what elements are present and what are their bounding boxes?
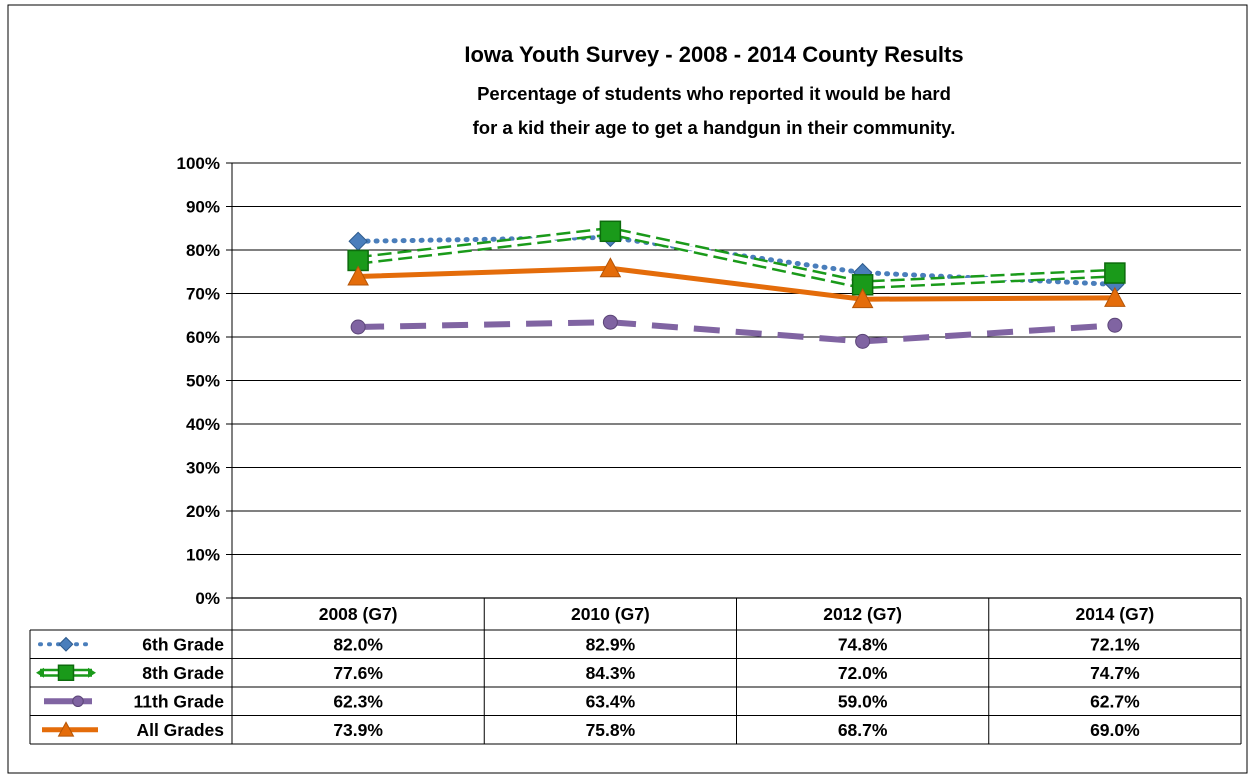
table-cell-11th-grade-2014-g7: 62.7% bbox=[1090, 691, 1140, 711]
data-table: 2008 (G7) 2010 (G7) 2012 (G7) 2014 (G7) 6th … bbox=[29, 597, 1242, 745]
y-tick-label: 70% bbox=[186, 285, 220, 304]
y-tick-label: 60% bbox=[186, 328, 220, 347]
category-header-2008-g7: 2008 (G7) bbox=[319, 604, 398, 624]
table-cell-all-grades-2012-g7: 68.7% bbox=[838, 720, 888, 740]
table-cell-11th-grade-2008-g7: 62.3% bbox=[333, 691, 383, 711]
category-header-2010-g7: 2010 (G7) bbox=[571, 604, 650, 624]
legend-label-all-grades: All Grades bbox=[136, 720, 224, 740]
table-cell-all-grades-2014-g7: 69.0% bbox=[1090, 720, 1140, 740]
marker-all-grades-2012-g7 bbox=[851, 288, 874, 309]
table-cell-8th-grade-2010-g7: 84.3% bbox=[586, 663, 636, 683]
table-cell-11th-grade-2012-g7: 59.0% bbox=[838, 691, 888, 711]
marker-11th-grade-2010-g7 bbox=[602, 314, 618, 330]
series-lines bbox=[347, 220, 1126, 349]
table-cell-6th-grade-2012-g7: 74.8% bbox=[838, 634, 888, 654]
y-tick-label: 90% bbox=[186, 198, 220, 217]
marker-11th-grade-2012-g7 bbox=[855, 333, 871, 349]
legend-label-11th-grade: 11th Grade bbox=[134, 691, 225, 711]
chart-title: Iowa Youth Survey - 2008 - 2014 County R… bbox=[464, 42, 963, 67]
legend-key-arrow-left-8th-grade bbox=[36, 667, 44, 678]
y-axis-ticks: 0% 10% 20% 30% 40% 50% 60% 70% 80% 90% 100% bbox=[177, 154, 220, 608]
table-cell-6th-grade-2008-g7: 82.0% bbox=[333, 634, 383, 654]
marker-all-grades-2010-g7 bbox=[599, 257, 622, 278]
marker-all-grades-2008-g7 bbox=[347, 265, 369, 286]
y-tick-label: 10% bbox=[186, 546, 220, 565]
y-tick-label: 100% bbox=[177, 154, 220, 173]
table-cell-all-grades-2010-g7: 75.8% bbox=[586, 720, 636, 740]
marker-8th-grade-2010-g7 bbox=[599, 220, 622, 243]
series-line-8th-grade-gap bbox=[357, 229, 1115, 287]
table-cell-8th-grade-2012-g7: 72.0% bbox=[838, 663, 888, 683]
y-tick-label: 80% bbox=[186, 241, 220, 260]
y-tick-label: 50% bbox=[186, 372, 220, 391]
marker-all-grades-2014-g7 bbox=[1104, 286, 1126, 307]
legend-label-6th-grade: 6th Grade bbox=[142, 634, 224, 654]
category-header-2014-g7: 2014 (G7) bbox=[1075, 604, 1154, 624]
y-tick-label: 0% bbox=[195, 589, 220, 608]
category-header-2012-g7: 2012 (G7) bbox=[823, 604, 902, 624]
chart-subtitle-line-1: Percentage of students who reported it w… bbox=[477, 83, 951, 104]
table-cell-8th-grade-2014-g7: 74.7% bbox=[1090, 663, 1140, 683]
table-cell-all-grades-2008-g7: 73.9% bbox=[333, 720, 383, 740]
table-cell-6th-grade-2014-g7: 72.1% bbox=[1090, 634, 1140, 654]
legend-key-marker-6th-grade bbox=[58, 636, 74, 652]
table-cell-6th-grade-2010-g7: 82.9% bbox=[586, 634, 636, 654]
y-tick-label: 20% bbox=[186, 502, 220, 521]
legend-key-marker-all-grades bbox=[57, 721, 75, 737]
y-tick-label: 30% bbox=[186, 459, 220, 478]
series-line-11th-grade bbox=[358, 319, 1116, 345]
table-cell-8th-grade-2008-g7: 77.6% bbox=[333, 663, 383, 683]
marker-11th-grade-2014-g7 bbox=[1107, 317, 1123, 333]
chart-subtitle-line-2: for a kid their age to get a handgun in … bbox=[473, 117, 956, 138]
legend-key-arrow-right-8th-grade bbox=[88, 667, 96, 678]
series-line-all-grades bbox=[358, 265, 1115, 302]
legend-key-marker-11th-grade bbox=[72, 695, 84, 707]
marker-11th-grade-2008-g7 bbox=[350, 319, 366, 335]
legend-label-8th-grade: 8th Grade bbox=[142, 663, 224, 683]
marker-8th-grade-2014-g7 bbox=[1104, 262, 1126, 284]
chart-frame bbox=[7, 4, 1248, 774]
table-cell-11th-grade-2010-g7: 63.4% bbox=[586, 691, 636, 711]
y-tick-label: 40% bbox=[186, 415, 220, 434]
legend-key-marker-8th-grade bbox=[57, 664, 75, 681]
gridlines bbox=[226, 162, 1241, 599]
